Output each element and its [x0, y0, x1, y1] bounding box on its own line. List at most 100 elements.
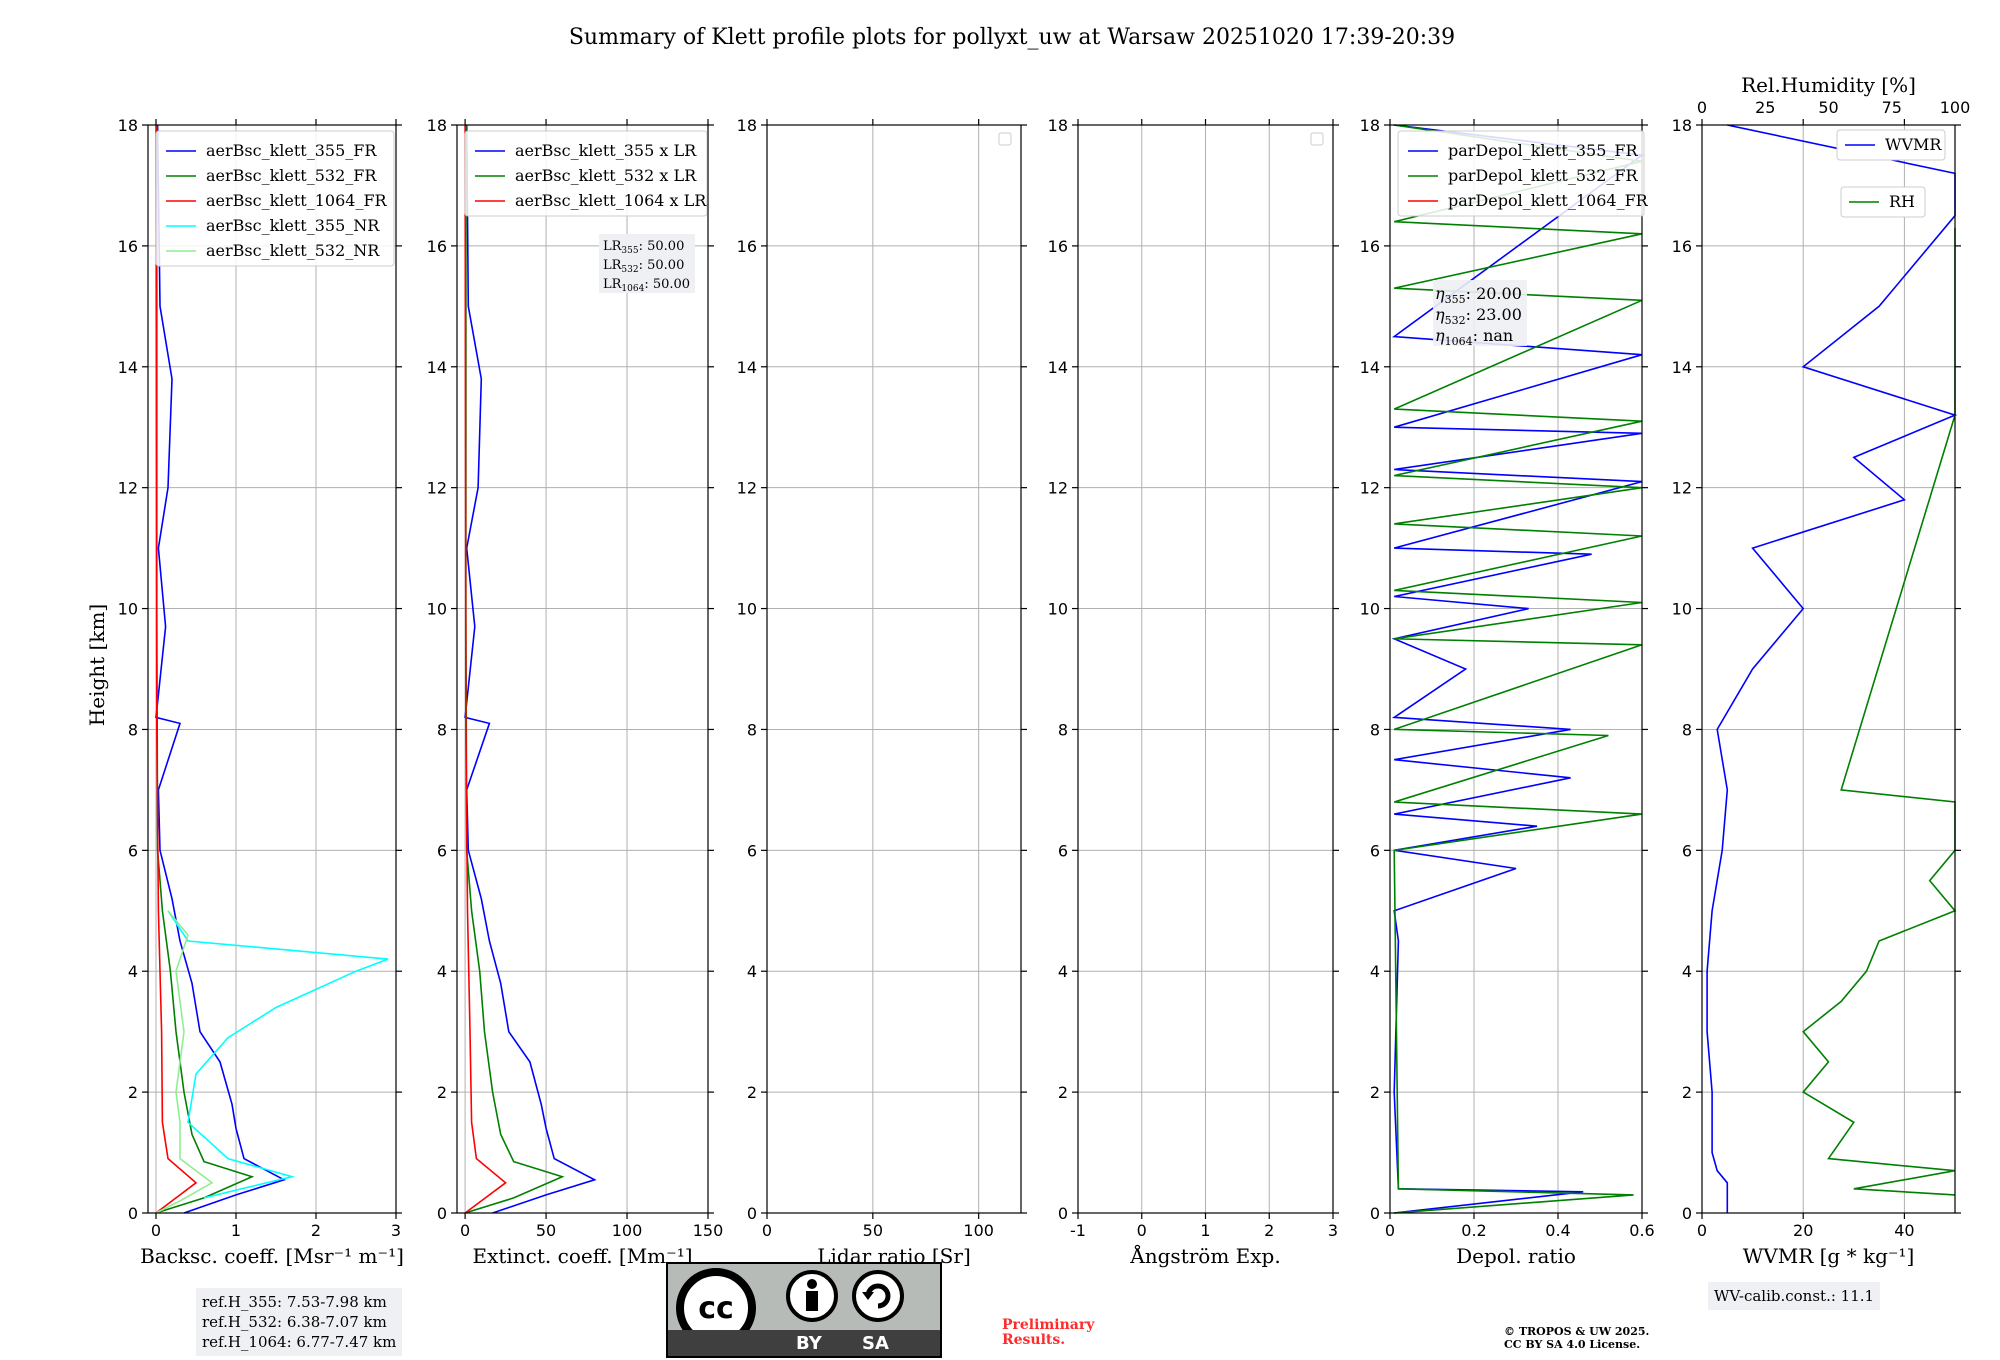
- x-tick-label: 40: [1894, 1221, 1914, 1240]
- y-tick-label: 12: [737, 479, 757, 498]
- panel-depol: 0 2 4 6 8 10 12 14 16 18 0 0.2 0.4 0.6 Depol. ratio par…: [1360, 116, 1655, 1268]
- y-tick-label: 2: [747, 1083, 757, 1102]
- y-tick-label: 8: [1682, 720, 1692, 739]
- y-tick-label: 14: [737, 358, 757, 377]
- y-tick-label: 12: [1672, 479, 1692, 498]
- x-tick-label: 0: [151, 1221, 161, 1240]
- series-line-parDepol_klett_355_FR: [1391, 124, 1645, 1214]
- legend-box: [1836, 129, 1946, 161]
- eta-note: η532: 23.00: [1435, 305, 1522, 327]
- x-tick-label: 20: [1793, 1221, 1813, 1240]
- y-tick-label: 8: [1370, 720, 1380, 739]
- y-tick-label: 4: [747, 962, 757, 981]
- x-tick-label: 2: [1264, 1221, 1274, 1240]
- x-tick-label: 50: [536, 1221, 556, 1240]
- legend-label: aerBsc_klett_1064_FR: [206, 191, 388, 210]
- x-tick-label: 0: [1697, 1221, 1707, 1240]
- series-line-aerBsc_klett_532_FR: [155, 125, 255, 1214]
- x-tick-label: 0: [1385, 1221, 1395, 1240]
- y-tick-label: 16: [118, 237, 138, 256]
- y-tick-label: 10: [118, 600, 138, 619]
- legend-label: aerBsc_klett_532_FR: [206, 166, 377, 185]
- x-axis-label: Depol. ratio: [1456, 1244, 1576, 1268]
- legend-box: [1397, 130, 1645, 217]
- y-tick-label: 6: [1682, 841, 1692, 860]
- y-tick-label: 0: [437, 1204, 447, 1223]
- x-tick-label: 100: [963, 1221, 994, 1240]
- y-tick-label: 2: [128, 1083, 138, 1102]
- series-line-parDepol_klett_532_FR: [1393, 124, 1643, 1214]
- axes-frame: [147, 124, 397, 1214]
- x-tick-label: 0.2: [1461, 1221, 1486, 1240]
- x-tick-label: 50: [863, 1221, 883, 1240]
- y-tick-label: 16: [1672, 237, 1692, 256]
- legend-label: WVMR: [1885, 135, 1942, 154]
- x-tick-label: 2: [311, 1221, 321, 1240]
- share-alike-icon: [852, 1270, 904, 1322]
- preliminary-line2: Results.: [1002, 1332, 1066, 1348]
- legend-label: aerBsc_klett_532 x LR: [515, 166, 697, 185]
- legend-box: [155, 130, 395, 267]
- y-tick-label: 12: [1048, 479, 1068, 498]
- y-tick-label: 8: [1058, 720, 1068, 739]
- x-tick-label: 0: [762, 1221, 772, 1240]
- top-tick-label: 0: [1697, 98, 1707, 117]
- y-tick-label: 6: [437, 841, 447, 860]
- y-tick-label: 0: [1682, 1204, 1692, 1223]
- cc-by-sa-license-logo: cc BY SA: [666, 1262, 942, 1358]
- y-tick-label: 0: [1370, 1204, 1380, 1223]
- x-axis-label: Ångström Exp.: [1129, 1243, 1280, 1268]
- legend-label: parDepol_klett_1064_FR: [1448, 191, 1649, 210]
- x-tick-label: 150: [693, 1221, 724, 1240]
- copyright-line1: © TROPOS & UW 2025.: [1504, 1325, 1650, 1338]
- y-tick-label: 8: [437, 720, 447, 739]
- y-tick-label: 16: [1048, 237, 1068, 256]
- y-tick-label: 4: [437, 962, 447, 981]
- x-tick-label: 0.4: [1545, 1221, 1570, 1240]
- license-sa-text: SA: [862, 1333, 889, 1354]
- y-tick-label: 6: [1058, 841, 1068, 860]
- top-tick-label: 100: [1940, 98, 1971, 117]
- x-tick-label: 0.6: [1629, 1221, 1654, 1240]
- y-tick-label: 6: [1370, 841, 1380, 860]
- y-tick-label: 6: [128, 841, 138, 860]
- x-tick-label: -1: [1070, 1221, 1086, 1240]
- reference-height-box: ref.H_355: 7.53-7.98 km ref.H_532: 6.38-…: [196, 1288, 403, 1356]
- y-tick-label: 2: [1682, 1083, 1692, 1102]
- series-line-RH: [1801, 227, 1957, 1196]
- top-tick-label: 25: [1755, 98, 1775, 117]
- x-tick-label: 3: [1328, 1221, 1338, 1240]
- y-tick-label: 10: [1672, 600, 1692, 619]
- series-line-aerBsc_klett_532_NR: [155, 910, 214, 1214]
- y-tick-label: 18: [427, 116, 447, 135]
- ref-height-1064: ref.H_1064: 6.77-7.47 km: [202, 1333, 397, 1351]
- legend-label: RH: [1889, 192, 1915, 211]
- y-tick-label: 18: [1672, 116, 1692, 135]
- y-tick-label: 12: [1360, 479, 1380, 498]
- y-tick-label: 2: [1370, 1083, 1380, 1102]
- y-tick-label: 14: [1360, 358, 1380, 377]
- legend-box: [1840, 186, 1926, 218]
- top-tick-label: 75: [1882, 98, 1902, 117]
- y-tick-label: 14: [1048, 358, 1068, 377]
- series-line-aerBsc_klett_355_FR: [155, 124, 287, 1214]
- legend-label: aerBsc_klett_355 x LR: [515, 141, 697, 160]
- series-line-aerBsc_klett_355 x LR: [464, 124, 597, 1214]
- copyright-line2: CC BY SA 4.0 License.: [1504, 1338, 1641, 1351]
- x-tick-label: 1: [231, 1221, 241, 1240]
- legend-label: aerBsc_klett_355_NR: [206, 216, 380, 235]
- lidar-ratio-note-box: [599, 234, 695, 293]
- eta-note-box: [1433, 280, 1527, 346]
- empty-legend-box: [998, 132, 1012, 146]
- y-axis-label: Height [km]: [85, 604, 109, 726]
- y-tick-label: 2: [1058, 1083, 1068, 1102]
- y-tick-label: 18: [1360, 116, 1380, 135]
- axes-frame: [766, 124, 1022, 1214]
- y-tick-label: 4: [1682, 962, 1692, 981]
- wv-calib-const: WV-calib.const.: 11.1: [1714, 1287, 1875, 1305]
- axes-frame: [1701, 124, 1956, 1214]
- y-tick-label: 0: [1058, 1204, 1068, 1223]
